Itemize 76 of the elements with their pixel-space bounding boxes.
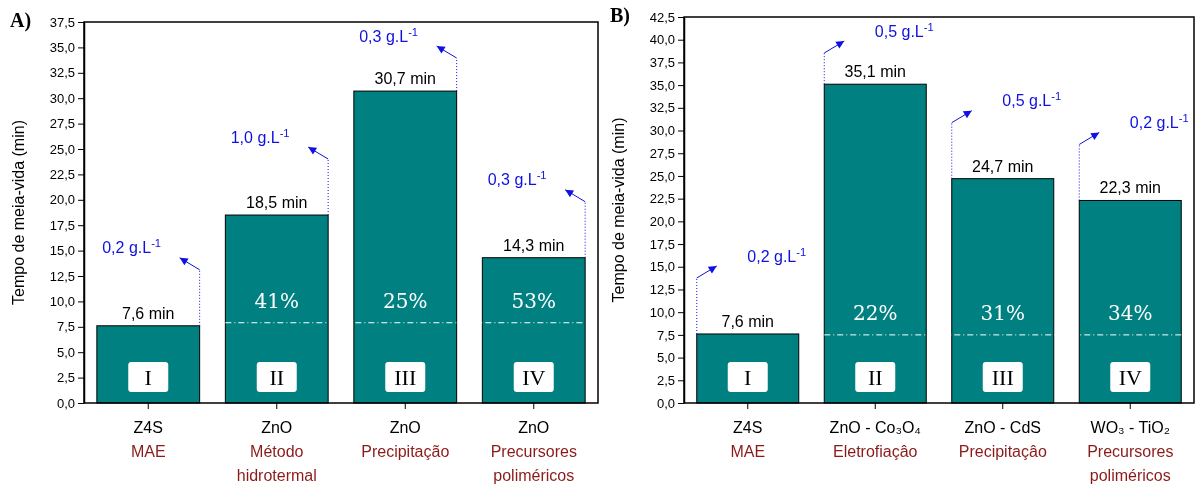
y-tick-label: 30,0 [49, 90, 75, 106]
y-tick-label: 25,0 [649, 168, 675, 184]
data-label: 7,6 min [122, 304, 175, 322]
x-tick-label: Z4S MAE [130, 419, 166, 460]
y-tick-label: 20,0 [649, 214, 675, 230]
annotation: 41% [254, 288, 299, 313]
annotation: 53% [511, 288, 556, 313]
y-tick-label: 0,0 [656, 395, 675, 411]
x-tick-label: ZnO - Co₃O₄ Eletrofiaçâo [829, 419, 921, 460]
data-label: 7,6 min [721, 312, 774, 330]
y-tick-label: 22,5 [649, 191, 675, 207]
annotation: 0,5 g.L$^{-1}$ [1002, 90, 1062, 110]
annotation: II [867, 364, 883, 390]
annotation: 0,2 g.L$^{-1}$ [747, 245, 807, 265]
y-tick-label: 27,5 [649, 145, 675, 161]
y-tick-label: 35,0 [49, 40, 75, 56]
y-tick-label: 5,0 [56, 344, 75, 360]
annotation: III [394, 364, 417, 390]
annotation: 0,3 g.L$^{-1}$ [487, 169, 547, 189]
y-tick-label: 7,5 [56, 319, 75, 335]
annotation: 0,2 g.L$^{-1}$ [1129, 112, 1189, 132]
y-tick-label: 35,0 [649, 77, 675, 93]
annotation: 22% [853, 300, 898, 325]
y-tick-label: 27,5 [49, 116, 75, 132]
y-tick-label: 37,5 [49, 14, 75, 30]
y-tick-label: 22,5 [49, 167, 75, 183]
y-tick-label: 10,0 [649, 304, 675, 320]
x-tick-label: Z4S MAE [730, 419, 766, 460]
y-tick-label: 2,5 [56, 370, 75, 386]
x-tick-label: ZnO Precursores poliméricos [490, 419, 577, 484]
y-tick-label: 0,0 [56, 395, 75, 411]
data-label: 22,3 min [1099, 179, 1161, 197]
y-tick-label: 12,5 [49, 268, 75, 284]
y-tick-label: 32,5 [49, 65, 75, 81]
data-label: 35,1 min [844, 63, 906, 81]
data-label: 14,3 min [503, 236, 565, 254]
annotation: III [991, 364, 1014, 390]
chart-title: B) [610, 4, 630, 27]
annotation: 0,2 g.L$^{-1}$ [102, 237, 162, 257]
data-label: 24,7 min [972, 157, 1034, 175]
y-tick-label: 40,0 [649, 32, 675, 48]
annotation: IV [1118, 364, 1142, 390]
y-tick-label: 32,5 [649, 100, 675, 116]
y-tick-label: 15,0 [49, 243, 75, 259]
x-tick-label: ZnO Método hidrotermal [236, 419, 317, 484]
y-tick-label: 17,5 [49, 217, 75, 233]
y-tick-label: 2,5 [656, 372, 675, 388]
y-tick-label: 10,0 [49, 294, 75, 310]
y-tick-label: 37,5 [649, 55, 675, 71]
data-label: 30,7 min [374, 70, 436, 88]
annotation: 34% [1108, 300, 1153, 325]
y-tick-label: 25,0 [49, 141, 75, 157]
x-tick-label: ZnO - CdS Precipitaçâo [958, 419, 1047, 460]
annotation: 1,0 g.L$^{-1}$ [230, 126, 290, 146]
y-tick-label: 30,0 [649, 123, 675, 139]
chart-title: A) [10, 9, 32, 32]
y-tick-label: 20,0 [49, 192, 75, 208]
y-tick-label: 12,5 [649, 282, 675, 298]
annotation: 0,5 g.L$^{-1}$ [874, 20, 934, 40]
y-axis-title: Tempo de meia-vida (min) [610, 117, 627, 303]
annotation: 0,3 g.L$^{-1}$ [359, 25, 419, 45]
annotation: II [269, 364, 285, 390]
annotation: I [144, 364, 152, 390]
y-tick-label: 17,5 [649, 236, 675, 252]
y-tick-label: 15,0 [649, 259, 675, 275]
annotation: 25% [383, 288, 428, 313]
annotation: 31% [980, 300, 1025, 325]
x-tick-label: ZnO Precipitação [361, 419, 450, 460]
y-tick-label: 7,5 [656, 327, 675, 343]
x-tick-label: WO₃ - TiO₂ Precursores poliméricos [1087, 419, 1174, 484]
data-label: 18,5 min [246, 194, 308, 212]
y-tick-label: 5,0 [656, 350, 675, 366]
annotation: I [744, 364, 752, 390]
y-tick-label: 42,5 [649, 9, 675, 25]
annotation: IV [522, 364, 546, 390]
y-axis-title: Tempo de meia-vida (min) [10, 120, 27, 305]
